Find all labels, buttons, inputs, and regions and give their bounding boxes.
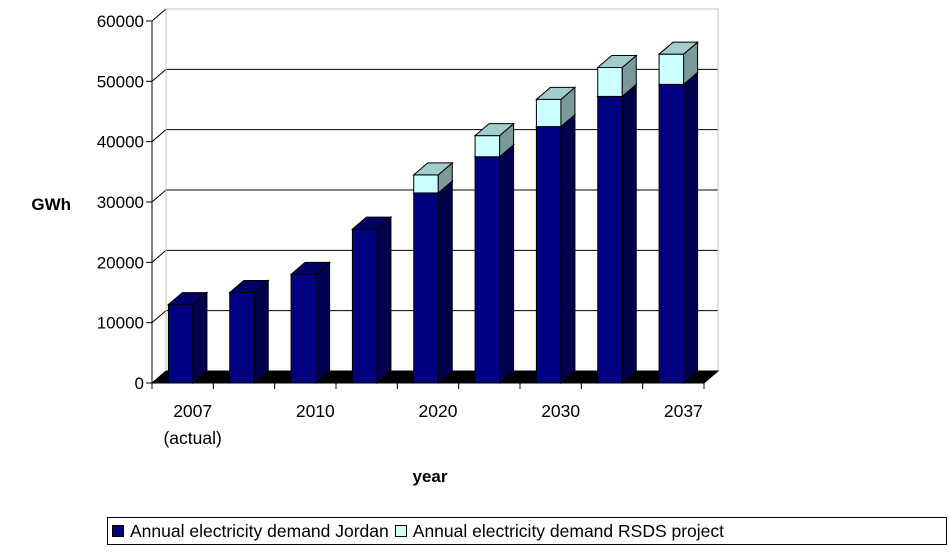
bar-jordan-top bbox=[228, 280, 270, 293]
y-axis-title: GWh bbox=[31, 195, 71, 214]
gridline-diagonal bbox=[151, 8, 167, 22]
x-tick-label: 2030 bbox=[541, 401, 580, 421]
legend-swatch-rsds bbox=[394, 525, 407, 537]
bar-rsds-front bbox=[535, 98, 562, 128]
bar-rsds-front bbox=[597, 66, 623, 97]
bar-jordan-front bbox=[167, 304, 194, 384]
y-tick-label: 40000 bbox=[97, 133, 144, 152]
gridline-diagonal bbox=[151, 310, 167, 324]
bar-rsds-front bbox=[658, 53, 685, 85]
bar-jordan-side bbox=[437, 179, 453, 385]
gridline-diagonal bbox=[151, 68, 167, 82]
x-tick-label: 2007 bbox=[173, 401, 212, 421]
bar-rsds-front bbox=[474, 135, 501, 158]
x-tick-label-line2: (actual) bbox=[163, 428, 221, 448]
legend-item-jordan: Annual electricity demand Jordan bbox=[112, 521, 389, 542]
bar-jordan-front bbox=[658, 83, 685, 384]
bar-rsds-top bbox=[535, 86, 577, 100]
x-tick-label: 2037 bbox=[664, 401, 703, 421]
bar-jordan-side bbox=[499, 143, 515, 385]
bar-jordan-side bbox=[253, 279, 269, 385]
x-axis-title: year bbox=[413, 467, 448, 486]
bar-jordan-side bbox=[621, 83, 637, 385]
y-tick-label: 0 bbox=[135, 374, 144, 393]
y-tick-label: 30000 bbox=[97, 193, 144, 212]
bar-jordan-side bbox=[560, 113, 576, 385]
bar-jordan-front bbox=[290, 273, 317, 384]
bar-rsds-top bbox=[657, 41, 699, 55]
x-tick-label: 2020 bbox=[419, 401, 458, 421]
bar-jordan-top bbox=[167, 292, 209, 306]
bar-rsds-top bbox=[412, 162, 454, 176]
legend-swatch-jordan bbox=[112, 525, 124, 537]
y-tick-label: 10000 bbox=[97, 314, 144, 333]
bar-jordan-top bbox=[351, 216, 393, 230]
plot-area: 0 10000 20000 30000 40000 50000 60000 2007 (actu… bbox=[31, 8, 720, 486]
y-tick-label: 50000 bbox=[97, 72, 144, 91]
bar-jordan-side bbox=[315, 261, 331, 385]
bar-jordan-front bbox=[413, 192, 439, 384]
bar-jordan-front bbox=[351, 228, 378, 384]
bar-jordan-front bbox=[597, 95, 623, 384]
legend-label-jordan: Annual electricity demand Jordan bbox=[130, 520, 389, 541]
bar-jordan-front bbox=[535, 126, 562, 384]
y-tick-label: 60000 bbox=[97, 12, 144, 31]
gridline-diagonal bbox=[151, 249, 167, 263]
bar-rsds-top bbox=[473, 123, 515, 137]
gridline-diagonal bbox=[151, 189, 167, 203]
bar-jordan-top bbox=[289, 261, 331, 275]
x-tick-label: 2010 bbox=[296, 401, 335, 421]
bar-jordan-side bbox=[683, 71, 699, 385]
bar-jordan-front bbox=[229, 292, 255, 384]
legend: Annual electricity demand Jordan Annual … bbox=[107, 517, 947, 545]
legend-label-rsds: Annual electricity demand RSDS project bbox=[412, 520, 725, 541]
bar-jordan-front bbox=[474, 156, 501, 384]
legend-item-rsds: Annual electricity demand RSDS project bbox=[394, 520, 725, 542]
y-tick-label: 20000 bbox=[97, 253, 144, 272]
bar-rsds-front bbox=[413, 174, 439, 194]
bar-jordan-side bbox=[192, 291, 208, 385]
bar-rsds-top bbox=[596, 54, 638, 68]
bar-jordan-side bbox=[376, 216, 392, 385]
gridline-diagonal bbox=[151, 129, 167, 143]
